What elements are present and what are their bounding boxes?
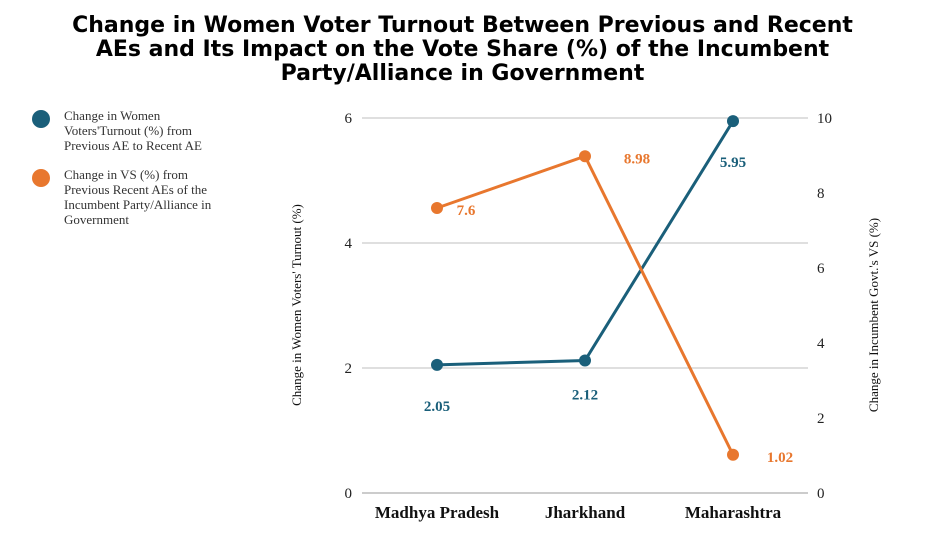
right-tick-label-4: 4 xyxy=(817,336,825,352)
data-point-women-turnout-1 xyxy=(579,354,591,367)
series-line-vote-share xyxy=(436,154,735,456)
left-tick-label-4: 4 xyxy=(345,236,353,252)
legend-item-women-turnout: Change in Women Voters'Turnout (%) from … xyxy=(30,108,270,153)
data-point-vote-share-0 xyxy=(431,202,443,214)
data-label-women-turnout-0: 2.05 xyxy=(424,399,450,415)
right-tick-label-6: 6 xyxy=(817,261,825,277)
y-axis-title-right: Change in Incumbent Govt.'s VS (%) xyxy=(866,218,881,412)
chart-title-line-2: AEs and Its Impact on the Vote Share (%)… xyxy=(95,37,830,62)
x-tick-label-jharkhand: Jharkhand xyxy=(545,503,626,522)
data-point-women-turnout-0 xyxy=(431,358,443,371)
chart-legend: Change in Women Voters'Turnout (%) from … xyxy=(30,108,270,241)
data-point-women-turnout-2 xyxy=(727,115,739,128)
data-point-vote-share-2 xyxy=(727,448,739,461)
data-label-vote-share-2: 1.02 xyxy=(767,450,793,466)
right-tick-label-0: 0 xyxy=(817,486,825,502)
chart-title-line-3: Party/Alliance in Government xyxy=(280,61,645,86)
x-tick-label-madhya-pradesh: Madhya Pradesh xyxy=(375,503,500,522)
y-axis-title-left: Change in Women Voters' Turnout (%) xyxy=(289,204,304,406)
x-tick-label-maharashtra: Maharashtra xyxy=(685,503,782,522)
chart-title-line-1: Change in Women Voter Turnout Between Pr… xyxy=(72,13,853,38)
legend-marker-women-turnout xyxy=(32,110,50,128)
data-label-vote-share-0: 7.6 xyxy=(457,203,476,219)
right-tick-label-8: 8 xyxy=(817,186,825,202)
left-tick-label-2: 2 xyxy=(345,361,353,377)
legend-marker-vote-share xyxy=(32,169,50,187)
left-tick-label-0: 0 xyxy=(345,486,353,502)
left-tick-label-6: 6 xyxy=(345,111,353,127)
legend-label-women-turnout: Change in Women Voters'Turnout (%) from … xyxy=(64,108,202,153)
chart-title: Change in Women Voter Turnout Between Pr… xyxy=(0,14,925,86)
right-tick-label-10: 10 xyxy=(817,111,832,127)
data-label-vote-share-1: 8.98 xyxy=(624,151,650,167)
data-label-women-turnout-2: 5.95 xyxy=(720,155,746,171)
data-point-vote-share-1 xyxy=(579,150,591,163)
legend-item-vote-share: Change in VS (%) from Previous Recent AE… xyxy=(30,167,270,227)
legend-label-vote-share: Change in VS (%) from Previous Recent AE… xyxy=(64,167,212,227)
data-label-women-turnout-1: 2.12 xyxy=(572,388,598,404)
right-tick-label-2: 2 xyxy=(817,411,825,427)
